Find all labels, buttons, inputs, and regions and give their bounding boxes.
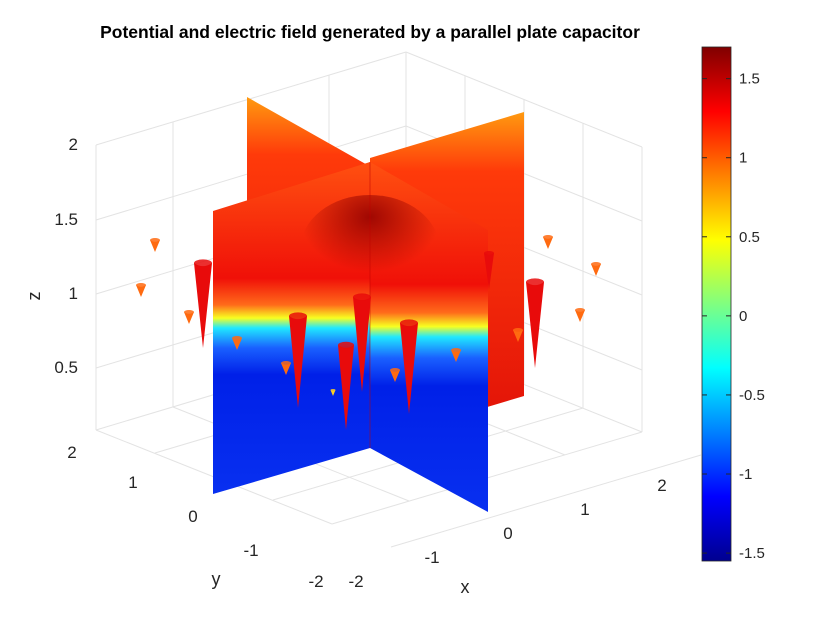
field-vector-cone: [390, 370, 400, 382]
x-tick-label: -2: [348, 572, 363, 591]
field-vectors: [136, 235, 601, 430]
field-vector-cone-base: [281, 361, 291, 365]
x-tick-label: 1: [580, 500, 589, 519]
x-tick-label: 0: [503, 524, 512, 543]
field-vector-cone-base: [591, 262, 601, 266]
x-axis-label: x: [461, 577, 470, 597]
field-vector-cone: [338, 345, 354, 430]
field-vector-cone-base: [194, 259, 212, 267]
colorbar-tick-label: 0.5: [739, 229, 760, 246]
field-vector-cone-base: [232, 336, 242, 340]
field-vector-cone: [330, 390, 336, 396]
y-tick-label: 0: [188, 507, 197, 526]
colorbar-tick-label: -0.5: [739, 387, 765, 404]
chart-title: Potential and electric field generated b…: [100, 22, 640, 42]
y-tick-label: -2: [308, 572, 323, 591]
colorbar-tick-label: -1.5: [739, 545, 765, 562]
field-vector-cone: [526, 282, 544, 368]
field-vector-cone: [184, 312, 194, 324]
x-axis: -2 -1 0 1 2 x: [348, 476, 666, 597]
field-vector-cone: [289, 316, 307, 408]
field-vector-cone: [451, 350, 461, 362]
field-vector-cone: [136, 285, 146, 297]
field-vector-cone: [400, 323, 418, 414]
colorbar-ticks: 1.5 1 0.5 0 -0.5 -1 -1.5: [702, 71, 765, 562]
field-vector-cone-base: [150, 238, 160, 242]
field-vector-cone-base: [575, 308, 585, 312]
field-vector-cone-base: [338, 341, 354, 349]
field-vector-cone: [194, 263, 212, 348]
z-axis: 2 1.5 1 0.5 z: [24, 135, 97, 430]
field-vector-cone-base: [289, 312, 307, 320]
field-vector-cone: [513, 330, 523, 342]
y-tick-label: 2: [67, 443, 76, 462]
field-vector-cone: [150, 240, 160, 252]
field-vector-cone: [484, 253, 494, 290]
field-vector-cone-base: [451, 348, 461, 352]
field-vector-cone-base: [390, 368, 400, 372]
field-vector-cone-base: [543, 235, 553, 239]
field-vector-cone: [353, 297, 371, 392]
field-vector-cone-base: [184, 310, 194, 314]
colorbar-tick-label: -1: [739, 466, 752, 483]
colorbar-tick-label: 1.5: [739, 71, 760, 88]
y-tick-label: -1: [243, 541, 258, 560]
field-vector-cone: [575, 310, 585, 322]
z-tick-label: 2: [69, 135, 78, 154]
colorbar: 1.5 1 0.5 0 -0.5 -1 -1.5: [701, 46, 765, 562]
field-vector-cone-base: [484, 251, 494, 255]
field-vector-cone-base: [330, 389, 336, 391]
field-vector-cone: [543, 237, 553, 249]
y-axis-label: y: [212, 569, 221, 589]
x-tick-label: -1: [424, 548, 439, 567]
field-vector-cone-base: [136, 283, 146, 287]
z-axis-label: z: [24, 292, 44, 301]
z-tick-label: 1.5: [54, 210, 78, 229]
field-vector-cone: [281, 363, 291, 375]
field-vector-cone: [232, 338, 242, 350]
colorbar-tick-label: 0: [739, 308, 747, 325]
field-vector-cone-base: [400, 319, 418, 327]
potential-slices: [213, 97, 524, 512]
colorbar-tick-label: 1: [739, 150, 747, 167]
field-vector-cone-base: [526, 278, 544, 286]
x-tick-label: 2: [657, 476, 666, 495]
z-tick-label: 0.5: [54, 358, 78, 377]
field-vector-cone: [591, 264, 601, 276]
field-vector-cone-base: [513, 328, 523, 332]
field-vector-cone-base: [353, 293, 371, 301]
y-tick-label: 1: [128, 473, 137, 492]
y-axis: -2 -1 0 1 2 y: [67, 443, 323, 591]
z-tick-label: 1: [69, 284, 78, 303]
colorbar-gradient: [701, 46, 732, 562]
